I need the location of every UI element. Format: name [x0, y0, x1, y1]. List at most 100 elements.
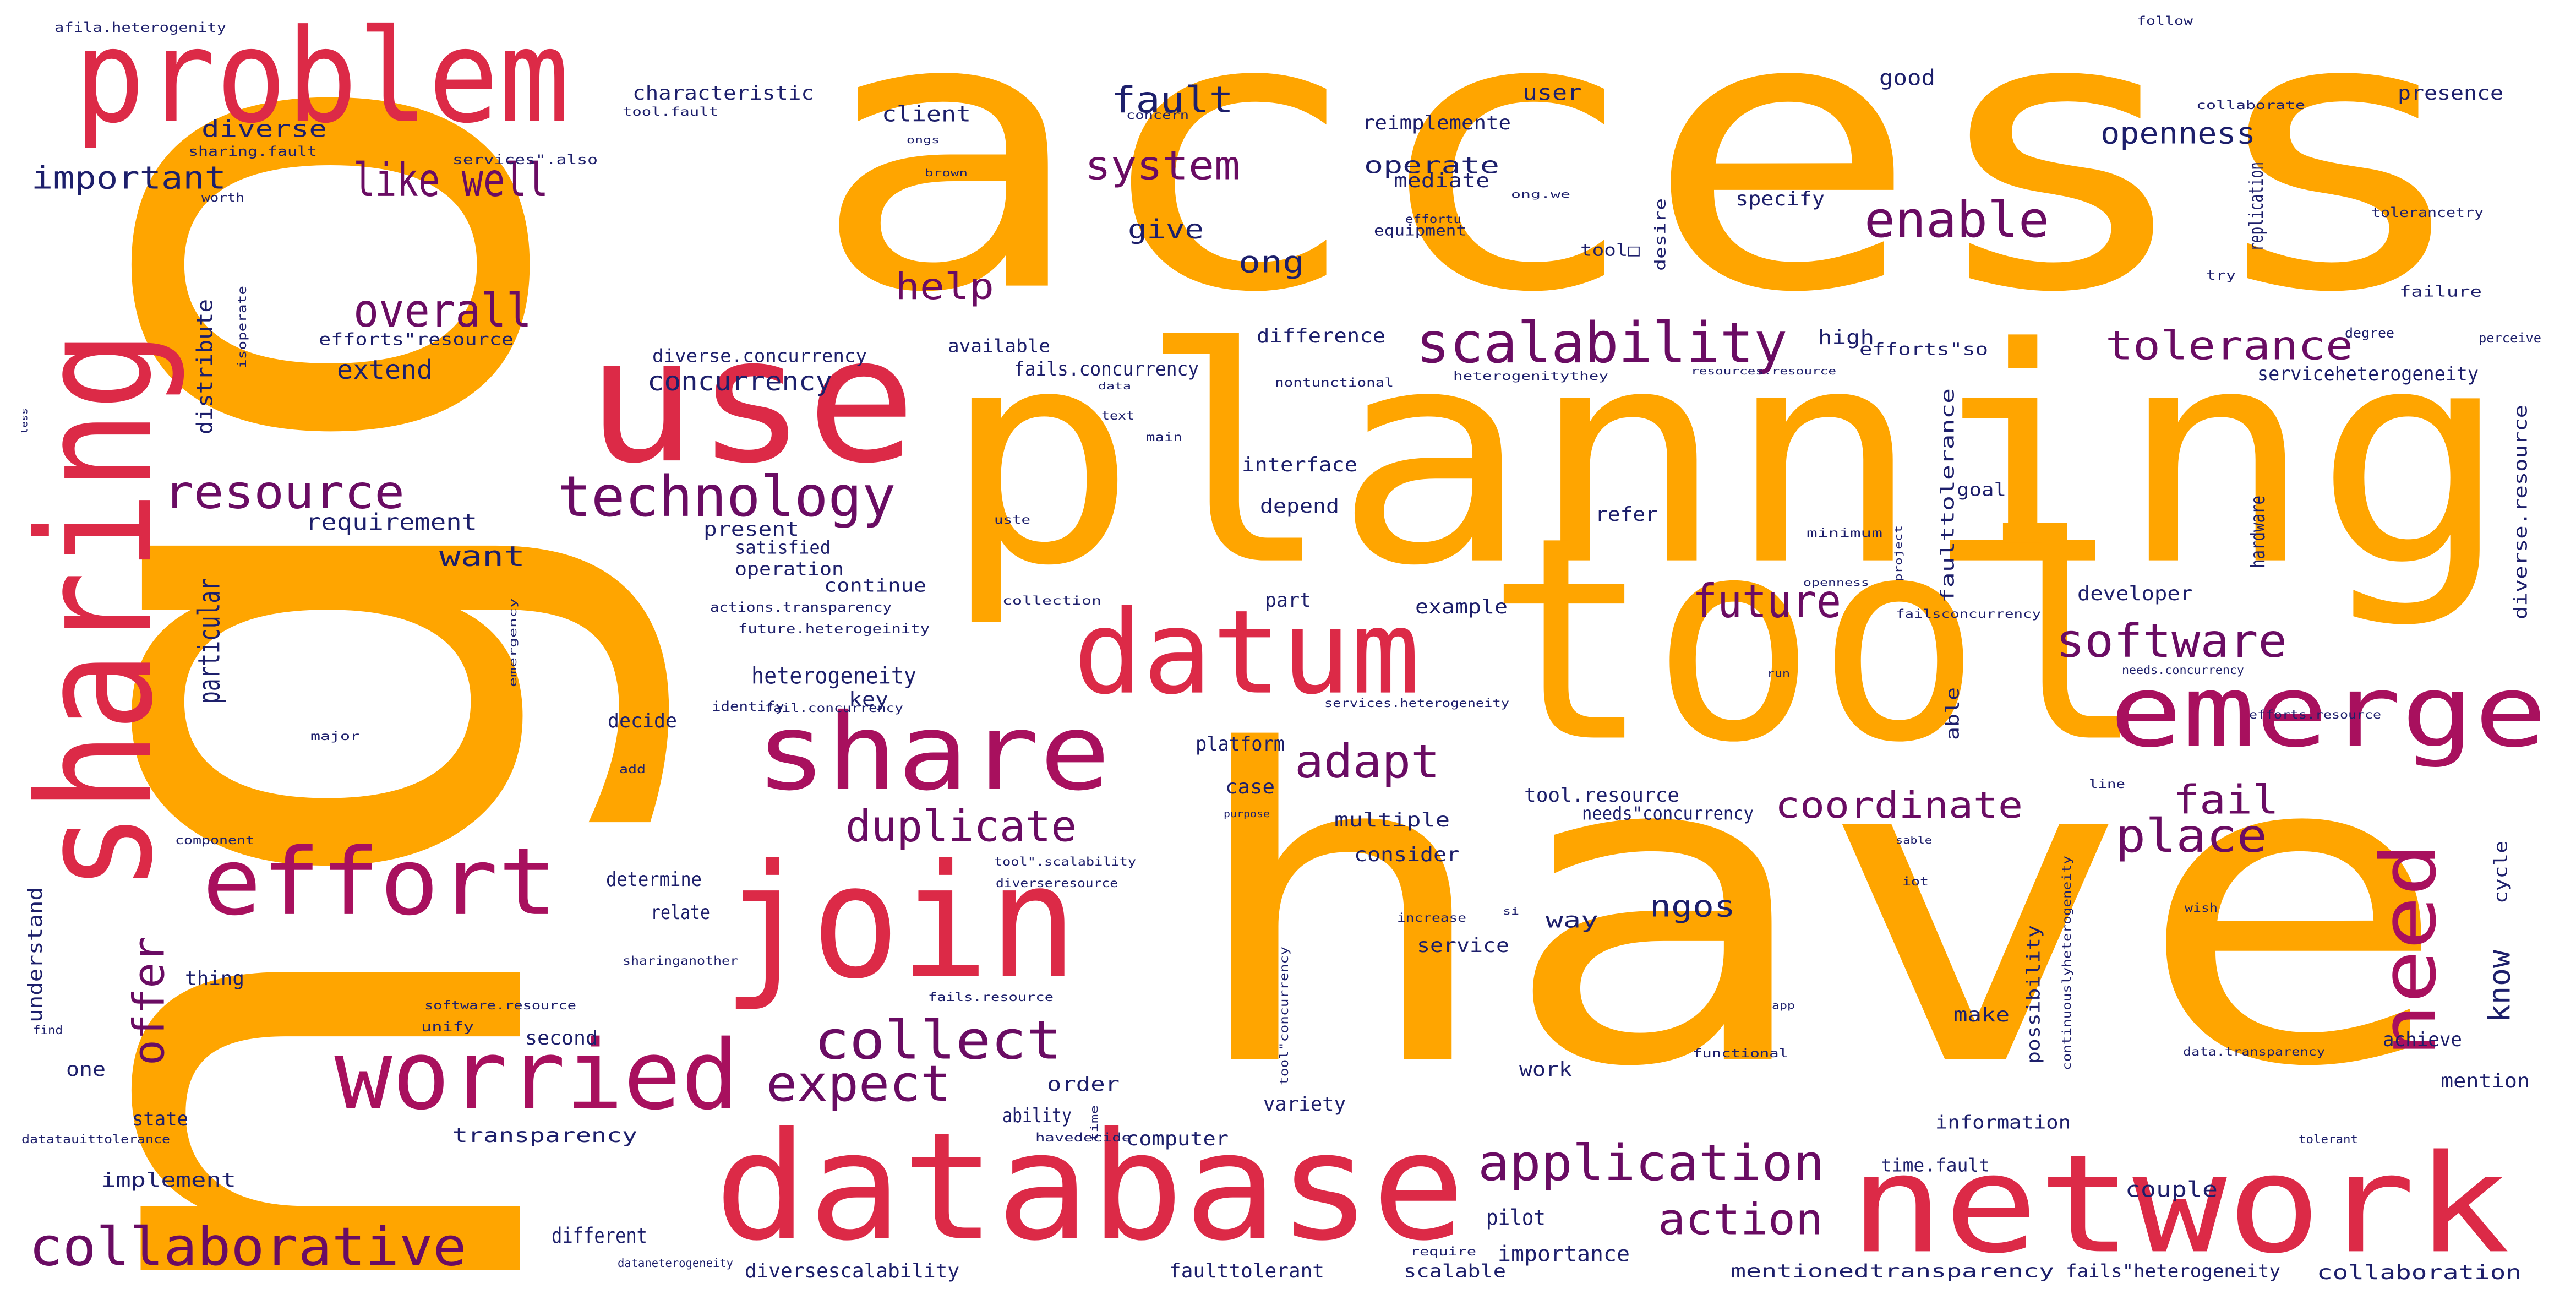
- word-one: one: [66, 1058, 106, 1081]
- word-computer: computer: [1126, 1128, 1229, 1150]
- word-component: component: [175, 834, 254, 847]
- word-ngo: ngo: [0, 50, 684, 1305]
- word-increase: increase: [1397, 911, 1466, 925]
- word-concern: concern: [1126, 108, 1189, 122]
- word-collection: collection: [1002, 594, 1101, 607]
- word-sharing-fault: sharing.fault: [188, 144, 317, 159]
- word-relate: relate: [651, 901, 710, 924]
- word-functional: functional: [1693, 1047, 1788, 1060]
- word-degree: degree: [2345, 325, 2394, 341]
- word-have: have: [1181, 660, 2452, 1160]
- word-coordinate: coordinate: [1775, 784, 2023, 827]
- word-datatauittolerance: datatauittolerance: [21, 1133, 170, 1146]
- word-dataneterogeneity: dataneterogeneity: [618, 1257, 733, 1270]
- word-data-transparency: data.transparency: [2183, 1045, 2325, 1058]
- word-information: information: [1935, 1112, 2071, 1133]
- word-sharinganother: sharinganother: [623, 954, 738, 967]
- word-fails-resource: fails.resource: [928, 991, 1054, 1004]
- word-different: different: [552, 1224, 647, 1249]
- word-ong-we: ong.we: [1511, 189, 1570, 200]
- word-ong: ong: [1238, 245, 1305, 280]
- word-understand: understand: [24, 887, 47, 1023]
- word-like-well: like well: [353, 153, 548, 207]
- word-possibility: possibility: [2023, 925, 2044, 1064]
- word-worried: worried: [335, 1020, 739, 1132]
- word-service: service: [1417, 934, 1509, 957]
- word-satisfied: satisfied: [735, 537, 831, 558]
- word-continue: continue: [824, 575, 926, 596]
- word-failure: failure: [2399, 284, 2482, 301]
- word-client: client: [882, 102, 971, 127]
- word-time: time: [1089, 1105, 1100, 1141]
- word-mention: mention: [2441, 1070, 2530, 1092]
- word-havedecide: havedecide: [1035, 1131, 1131, 1144]
- word-technology: technology: [558, 464, 896, 530]
- word-operate: operate: [1364, 152, 1499, 179]
- word-software-resource: software.resource: [424, 999, 576, 1012]
- word-perceive: perceive: [2479, 330, 2541, 346]
- word-transparency: transparency: [452, 1124, 637, 1147]
- word-services-also: services".also: [452, 152, 598, 167]
- word-help: help: [895, 265, 994, 308]
- word-afila-heterogenity: afila.heterogenity: [54, 20, 226, 35]
- word-software: software: [2056, 614, 2287, 668]
- word-present: present: [703, 518, 799, 541]
- word-scalability: scalability: [1416, 311, 1788, 376]
- word-difference: difference: [1257, 325, 1385, 347]
- word-sharing: sharing: [5, 330, 188, 892]
- word-isoperate: isoperate: [236, 286, 249, 368]
- word-ngos: ngos: [1650, 889, 1735, 924]
- word-interface: interface: [1242, 454, 1357, 476]
- word-unify: unify: [421, 1019, 474, 1035]
- word-failsconcurrency: failsconcurrency: [1896, 607, 2041, 621]
- word-available: available: [948, 335, 1050, 357]
- word-distribute: distribute: [193, 299, 218, 434]
- word-requirement: requirement: [305, 509, 477, 536]
- word-overall: overall: [353, 284, 532, 338]
- word-reimplemente: reimplemente: [1362, 112, 1511, 134]
- word-serviceheterogeneity: serviceheterogeneity: [2257, 363, 2479, 385]
- word-heterogeneity: heterogeneity: [751, 662, 916, 689]
- word-openness: openness: [2100, 116, 2256, 151]
- word-thing: thing: [185, 967, 244, 990]
- word-tool-fault: tool.fault: [623, 105, 718, 118]
- word-order: order: [1047, 1073, 1120, 1096]
- word-efforts-resource: efforts"resource: [319, 330, 514, 350]
- word-fault: fault: [1111, 79, 1234, 121]
- word-mentionedtransparency: mentionedtransparency: [1731, 1260, 2054, 1282]
- word-require: require: [1410, 1245, 1476, 1258]
- word-wish: wish: [2185, 901, 2218, 915]
- word-follow: follow: [2137, 14, 2193, 28]
- word-key: key: [849, 688, 888, 711]
- word-goal: goal: [1957, 479, 2006, 501]
- word-text: text: [1101, 409, 1134, 422]
- word-heterogenitythey: heterogenitythey: [1453, 369, 1608, 383]
- word-equipment: equipment: [1374, 222, 1466, 240]
- word-data: data: [1098, 380, 1131, 392]
- word-uste: uste: [994, 513, 1030, 526]
- word-need: need: [2365, 842, 2453, 1057]
- word-tool-2: tool□: [1580, 241, 1640, 260]
- word-problem: problem: [74, 2, 570, 152]
- word-specify: specify: [1735, 188, 1825, 210]
- word-expect: expect: [766, 1055, 951, 1113]
- word-user: user: [1522, 81, 1582, 106]
- word-services-heterogeneity: services.heterogeneity: [1324, 697, 1509, 710]
- word-state: state: [132, 1108, 188, 1130]
- word-diverseresource: diverseresource: [996, 877, 1118, 890]
- word-tolerant: tolerant: [2299, 1133, 2358, 1146]
- word-collect: collect: [814, 1009, 1062, 1071]
- word-consider: consider: [1354, 844, 1460, 866]
- word-project: project: [1893, 525, 1904, 581]
- word-tolerancetry: tolerancetry: [2371, 205, 2484, 220]
- word-important: important: [31, 160, 226, 197]
- word-emergency: emergency: [507, 598, 519, 687]
- word-extend: extend: [337, 355, 433, 385]
- word-collaborative: collaborative: [29, 1216, 467, 1277]
- word-pilot: pilot: [1486, 1206, 1546, 1231]
- word-datum: datum: [1073, 585, 1420, 720]
- word-presence: presence: [2398, 82, 2503, 105]
- word-join: join: [723, 831, 1078, 1014]
- word-continuouslyheterogeneity: continuouslyheterogeneity: [2060, 856, 2073, 1070]
